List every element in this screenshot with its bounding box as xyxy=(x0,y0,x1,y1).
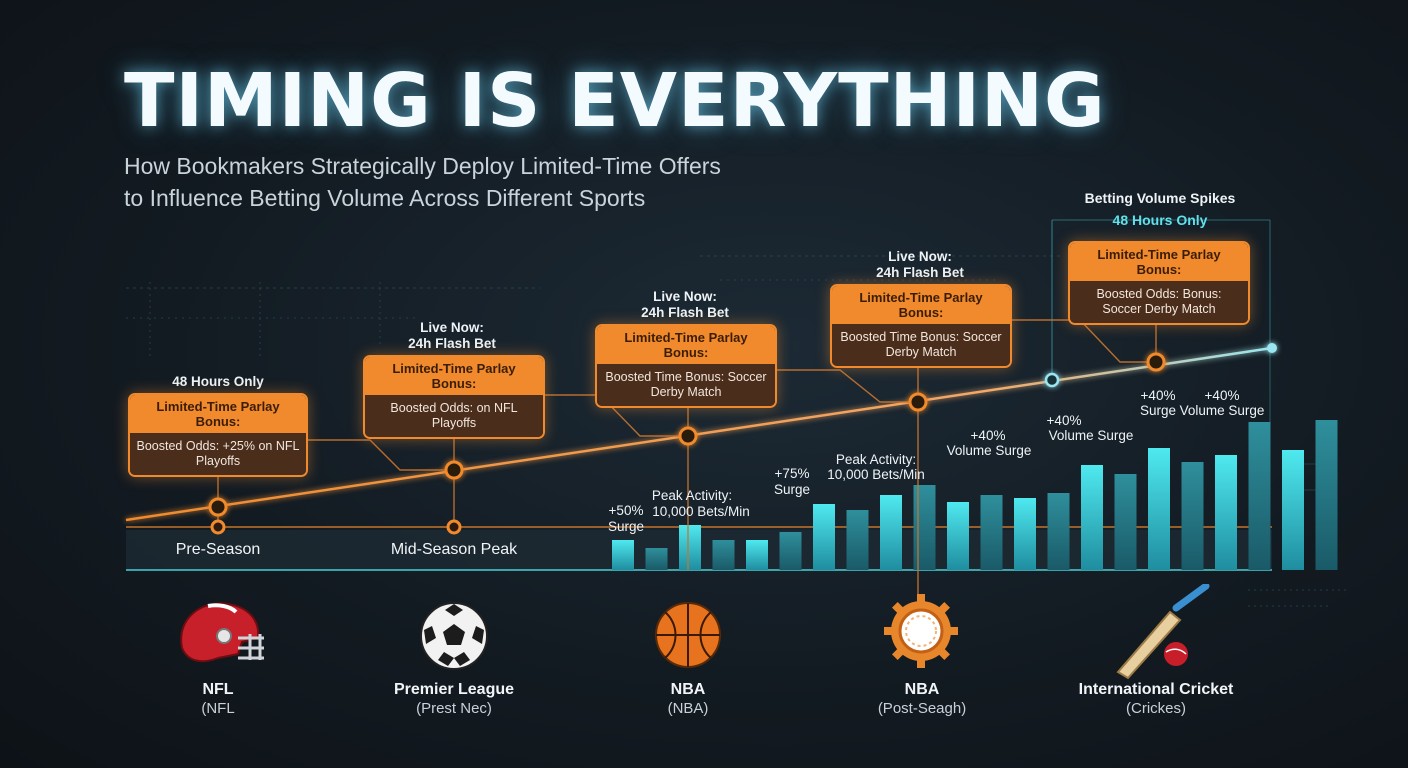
offer-body: Boosted Odds: on NFL Playoffs xyxy=(365,395,543,437)
offer-heading: Limited-Time Parlay Bonus: xyxy=(597,326,775,364)
bar-label-f1: +40% xyxy=(1046,413,1082,428)
node-cricket xyxy=(1146,352,1166,372)
volume-bar xyxy=(1215,455,1237,570)
page-subtitle: How Bookmakers Strategically Deploy Limi… xyxy=(124,150,884,214)
offer-heading: Limited-Time Parlay Bonus: xyxy=(1070,243,1248,281)
bar-label-c1: +75% xyxy=(774,466,810,481)
sport-name-cricket: International Cricket xyxy=(1078,681,1234,698)
sport-name-nba: NBA xyxy=(670,681,706,698)
offer-heading: Limited-Time Parlay Bonus: xyxy=(832,286,1010,324)
volume-bar xyxy=(980,495,1003,570)
volume-bar xyxy=(1181,462,1204,570)
sport-name-nba-post: NBA xyxy=(904,681,940,698)
sport-sub-nba: (NBA) xyxy=(667,700,709,717)
volume-bar xyxy=(746,540,768,570)
football-helmet-icon xyxy=(172,598,268,677)
sport-sub-premier-league: (Prest Nec) xyxy=(416,700,492,717)
livenow-label-1: Live Now: xyxy=(420,320,484,335)
sport-name-nfl: NFL xyxy=(202,681,234,698)
bar-label-g2: Surge xyxy=(1139,403,1177,418)
offer-body: Boosted Odds: +25% on NFL Playoffs xyxy=(130,433,306,475)
timeline-nodes xyxy=(208,343,1277,535)
offer-card-5[interactable]: Limited-Time Parlay Bonus: Boosted Odds:… xyxy=(1068,241,1250,325)
volume-bar xyxy=(846,510,869,570)
bar-label-f2: Volume Surge xyxy=(1048,428,1134,443)
flash-label-3: 24h Flash Bet xyxy=(876,265,964,280)
soccer-ball-icon xyxy=(418,600,490,677)
cricket-bat-icon xyxy=(1108,582,1212,685)
node-pre-season-upper xyxy=(208,497,228,517)
bar-label-d1: Peak Activity: xyxy=(835,452,917,467)
volume-bar xyxy=(645,548,668,570)
volume-bar xyxy=(880,495,902,570)
gear-badge-icon xyxy=(884,594,958,673)
bar-label-d2: 10,000 Bets/Min xyxy=(827,467,925,482)
volume-bar xyxy=(813,504,835,570)
volume-bar xyxy=(1081,465,1103,570)
sport-name-premier-league: Premier League xyxy=(393,681,515,698)
volume-bars xyxy=(612,420,1338,570)
offer-card-1[interactable]: Limited-Time Parlay Bonus: Boosted Odds:… xyxy=(128,393,308,477)
subtitle-line-1: How Bookmakers Strategically Deploy Limi… xyxy=(124,153,721,179)
page-title: TIMING IS EVERYTHING xyxy=(124,58,1106,144)
sport-sub-nfl: (NFL xyxy=(201,700,235,717)
bar-label-c2: Surge xyxy=(773,482,811,497)
node-pre-season-lower xyxy=(210,519,226,535)
offer-body: Boosted Odds: Bonus: Soccer Derby Match xyxy=(1070,281,1248,323)
spikes-subtitle: 48 Hours Only xyxy=(1112,212,1208,228)
volume-bar xyxy=(1014,498,1036,570)
trend-line xyxy=(125,346,1273,522)
offer-heading: Limited-Time Parlay Bonus: xyxy=(130,395,306,433)
basketball-icon xyxy=(653,600,723,675)
offer-card-4[interactable]: Limited-Time Parlay Bonus: Boosted Time … xyxy=(830,284,1012,368)
volume-bar xyxy=(913,485,936,570)
offer-body: Boosted Time Bonus: Soccer Derby Match xyxy=(832,324,1010,366)
flash-label-2: 24h Flash Bet xyxy=(641,305,729,320)
bar-label-a2: Surge xyxy=(607,519,645,534)
offer-card-3[interactable]: Limited-Time Parlay Bonus: Boosted Time … xyxy=(595,324,777,408)
volume-bar xyxy=(1114,474,1137,570)
offer-card-2[interactable]: Limited-Time Parlay Bonus: Boosted Odds:… xyxy=(363,355,545,439)
livenow-label-3: Live Now: xyxy=(888,249,952,264)
volume-bar xyxy=(712,540,735,570)
livenow-label-2: Live Now: xyxy=(653,289,717,304)
bar-label-h2: Volume Surge xyxy=(1179,403,1265,418)
node-mid-season xyxy=(444,460,464,480)
volume-bar xyxy=(1047,493,1070,570)
offer-body: Boosted Time Bonus: Soccer Derby Match xyxy=(597,364,775,406)
subtitle-line-2: to Influence Betting Volume Across Diffe… xyxy=(124,185,646,211)
volume-bar xyxy=(679,525,701,570)
node-mid-season-lower xyxy=(446,519,462,535)
offer-heading: Limited-Time Parlay Bonus: xyxy=(365,357,543,395)
bar-label-h1: +40% xyxy=(1204,388,1240,403)
node-spike xyxy=(1044,372,1060,388)
volume-bar xyxy=(1315,420,1338,570)
sport-sub-cricket: (Crickes) xyxy=(1126,700,1186,717)
phase-mid-season-peak: Mid-Season Peak xyxy=(390,541,518,558)
bar-label-e2: Volume Surge xyxy=(946,443,1032,458)
node-nba xyxy=(678,426,698,446)
bar-label-e1: +40% xyxy=(970,428,1006,443)
bar-label-g1: +40% xyxy=(1140,388,1176,403)
hours48-label: 48 Hours Only xyxy=(172,374,264,389)
volume-bar xyxy=(1248,422,1271,570)
sport-sub-nba-post: (Post-Seagh) xyxy=(877,700,967,717)
volume-bar xyxy=(1282,450,1304,570)
phase-pre-season: Pre-Season xyxy=(175,541,261,558)
spikes-title: Betting Volume Spikes xyxy=(1084,190,1236,206)
bar-label-b1: Peak Activity: xyxy=(651,488,733,503)
volume-bar xyxy=(779,532,802,570)
bar-label-a1: +50% xyxy=(608,503,644,518)
volume-bar xyxy=(1148,448,1170,570)
flash-label-1: 24h Flash Bet xyxy=(408,336,496,351)
volume-bar xyxy=(612,540,634,570)
node-end xyxy=(1267,343,1277,353)
node-nba-post xyxy=(908,392,928,412)
bar-label-b2: 10,000 Bets/Min xyxy=(652,504,750,519)
volume-bar xyxy=(947,502,969,570)
